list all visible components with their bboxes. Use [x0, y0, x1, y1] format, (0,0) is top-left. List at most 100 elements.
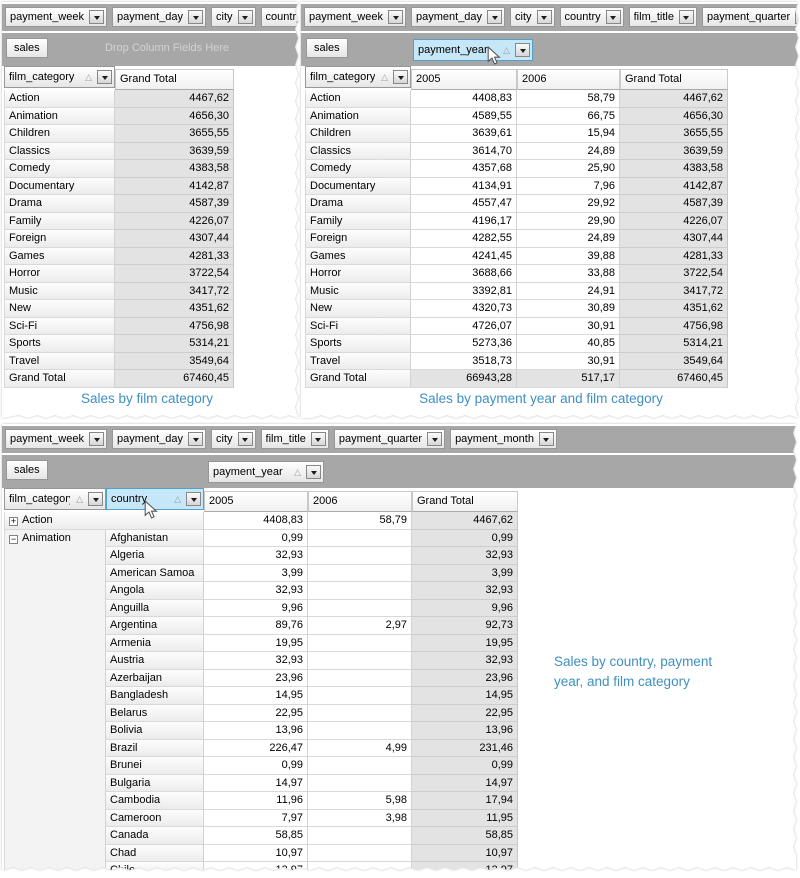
data-field-button[interactable]: sales: [306, 38, 348, 58]
dropdown-icon[interactable]: [97, 70, 112, 84]
column-header[interactable]: 2006: [517, 69, 620, 90]
row-header[interactable]: Drama: [305, 195, 411, 213]
row-header[interactable]: Family: [305, 212, 411, 230]
row-header-country[interactable]: Argentina: [106, 617, 204, 635]
filter-field-button[interactable]: payment_quarter: [701, 7, 798, 27]
row-header[interactable]: Grand Total: [305, 370, 411, 388]
row-header[interactable]: Games: [4, 247, 115, 265]
dropdown-icon[interactable]: [393, 70, 408, 84]
row-header-country[interactable]: Azerbaijan: [106, 669, 204, 687]
row-header-country[interactable]: Chile: [106, 862, 204, 870]
row-header[interactable]: Family: [4, 212, 115, 230]
row-header[interactable]: New: [4, 300, 115, 318]
dropdown-icon[interactable]: [237, 432, 253, 446]
dropdown-icon[interactable]: [188, 432, 204, 446]
row-header[interactable]: Sports: [305, 335, 411, 353]
row-header[interactable]: Foreign: [305, 230, 411, 248]
filter-field-button[interactable]: payment_week: [5, 429, 107, 449]
row-header-animation[interactable]: − Animation: [4, 529, 106, 870]
dropdown-icon[interactable]: [88, 492, 103, 506]
row-header[interactable]: Sci-Fi: [4, 317, 115, 335]
row-header-country[interactable]: Cambodia: [106, 792, 204, 810]
row-header-country[interactable]: Armenia: [106, 634, 204, 652]
filter-field-button[interactable]: payment_day: [112, 7, 207, 27]
row-header[interactable]: Classics: [4, 142, 115, 160]
row-header-country[interactable]: Algeria: [106, 547, 204, 565]
row-header[interactable]: Documentary: [4, 177, 115, 195]
row-header[interactable]: Sports: [4, 335, 115, 353]
row-header[interactable]: Sci-Fi: [305, 317, 411, 335]
dropdown-icon[interactable]: [306, 465, 321, 479]
row-header[interactable]: Horror: [305, 265, 411, 283]
row-header-action[interactable]: + Action: [4, 512, 204, 530]
row-header-country[interactable]: American Samoa: [106, 564, 204, 582]
row-header[interactable]: Action: [305, 90, 411, 108]
data-field-button[interactable]: sales: [6, 38, 48, 58]
row-header[interactable]: Comedy: [305, 160, 411, 178]
row-field-button-film-category[interactable]: film_category △: [4, 488, 106, 510]
row-header[interactable]: Animation: [305, 107, 411, 125]
filter-field-button[interactable]: payment_day: [112, 429, 207, 449]
row-header-country[interactable]: Bolivia: [106, 722, 204, 740]
dropdown-icon[interactable]: [89, 432, 104, 446]
row-header[interactable]: New: [305, 300, 411, 318]
dropdown-icon[interactable]: [89, 10, 104, 24]
column-header[interactable]: 2005: [411, 69, 517, 90]
dropdown-icon[interactable]: [487, 10, 503, 24]
dropdown-icon[interactable]: [678, 10, 694, 24]
row-header[interactable]: Games: [305, 247, 411, 265]
row-header[interactable]: Horror: [4, 265, 115, 283]
column-header[interactable]: Grand Total: [115, 69, 234, 90]
column-header[interactable]: 2005: [204, 491, 308, 512]
dropdown-icon[interactable]: [310, 432, 326, 446]
row-header[interactable]: Action: [4, 90, 115, 108]
row-field-button-country[interactable]: country △: [106, 488, 204, 510]
filter-field-button[interactable]: payment_day: [411, 7, 506, 27]
row-header[interactable]: Drama: [4, 195, 115, 213]
dropdown-icon[interactable]: [388, 10, 403, 24]
filter-field-button[interactable]: country: [260, 7, 298, 27]
filter-field-button[interactable]: payment_week: [304, 7, 406, 27]
row-header[interactable]: Foreign: [4, 230, 115, 248]
row-header-country[interactable]: Canada: [106, 827, 204, 845]
filter-field-button[interactable]: payment_month: [450, 429, 557, 449]
dropdown-icon[interactable]: [795, 10, 798, 24]
dropdown-icon[interactable]: [536, 10, 552, 24]
column-field-button-payment-year[interactable]: payment_year △: [413, 39, 533, 61]
row-header-country[interactable]: Afghanistan: [106, 529, 204, 547]
row-header-country[interactable]: Anguilla: [106, 599, 204, 617]
dropdown-icon[interactable]: [538, 432, 554, 446]
row-header-country[interactable]: Cameroon: [106, 809, 204, 827]
row-header-country[interactable]: Angola: [106, 582, 204, 600]
row-header-country[interactable]: Brazil: [106, 739, 204, 757]
filter-field-button[interactable]: film_title: [260, 429, 329, 449]
row-field-button-film-category[interactable]: film_category △: [305, 66, 411, 88]
row-header[interactable]: Documentary: [305, 177, 411, 195]
row-header[interactable]: Children: [4, 125, 115, 143]
row-header[interactable]: Travel: [305, 352, 411, 370]
row-header[interactable]: Classics: [305, 142, 411, 160]
filter-field-button[interactable]: payment_week: [5, 7, 107, 27]
expand-icon[interactable]: +: [9, 516, 18, 526]
row-field-button-film-category[interactable]: film_category △: [4, 66, 115, 88]
column-header[interactable]: Grand Total: [412, 491, 518, 512]
row-header[interactable]: Grand Total: [4, 370, 115, 388]
row-header[interactable]: Travel: [4, 352, 115, 370]
row-header-country[interactable]: Austria: [106, 652, 204, 670]
filter-field-button[interactable]: city: [510, 7, 555, 27]
column-field-button-payment-year[interactable]: payment_year △: [208, 461, 324, 483]
row-header-country[interactable]: Chad: [106, 844, 204, 862]
filter-field-button[interactable]: film_title: [628, 7, 697, 27]
row-header-country[interactable]: Bulgaria: [106, 774, 204, 792]
row-header[interactable]: Comedy: [4, 160, 115, 178]
collapse-icon[interactable]: −: [9, 533, 18, 544]
row-header[interactable]: Animation: [4, 107, 115, 125]
dropdown-icon[interactable]: [605, 10, 621, 24]
dropdown-icon[interactable]: [427, 432, 443, 446]
data-field-button[interactable]: sales: [6, 460, 48, 480]
dropdown-icon[interactable]: [188, 10, 204, 24]
dropdown-icon[interactable]: [515, 43, 530, 57]
column-header[interactable]: 2006: [308, 491, 412, 512]
filter-field-button[interactable]: city: [211, 7, 256, 27]
filter-field-button[interactable]: payment_quarter: [333, 429, 446, 449]
